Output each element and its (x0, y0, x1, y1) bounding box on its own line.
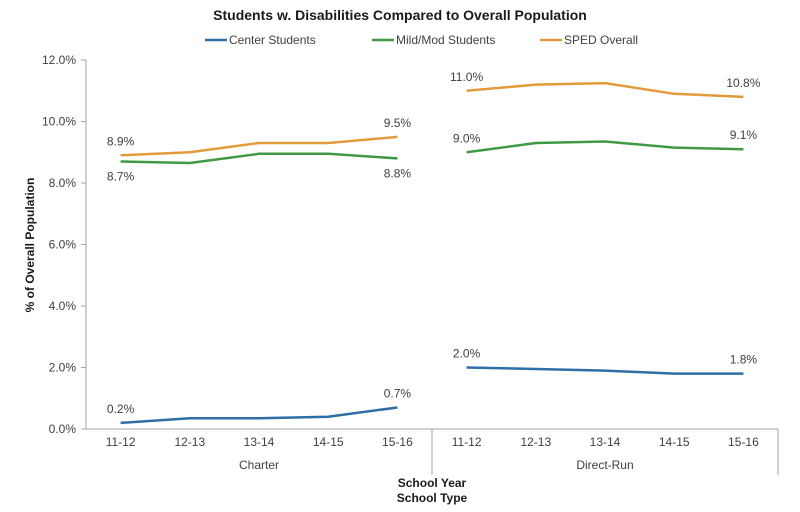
x-tick-label: 12-13 (520, 435, 551, 449)
data-label: 0.7% (384, 386, 412, 400)
legend-label: Center Students (229, 33, 316, 47)
data-label: 8.7% (107, 169, 135, 183)
data-label: 8.8% (384, 166, 412, 180)
x-tick-label: 13-14 (590, 435, 621, 449)
data-label: 8.9% (107, 134, 135, 148)
x-tick-label: 14-15 (313, 435, 344, 449)
legend-label: Mild/Mod Students (396, 33, 495, 47)
y-tick-label: 0.0% (49, 422, 77, 436)
y-tick-label: 10.0% (42, 115, 76, 129)
x-tick-label: 15-16 (728, 435, 759, 449)
x-axis-title-school-year: School Year (398, 476, 467, 490)
x-tick-label: 11-12 (106, 435, 136, 449)
data-labels: 0.2% 0.7% 8.7% 8.8% 8.9% 9.5% 2.0% 1.8% 9.0% 9.1%… (107, 70, 761, 416)
series-line-direct-run-mild-mod-students (466, 140, 744, 154)
x-group-label-direct-run: Direct-Run (576, 458, 633, 472)
series-group (120, 81, 744, 425)
chart-title: Students w. Disabilities Compared to Ove… (213, 7, 587, 23)
y-tick-label: 2.0% (49, 361, 77, 375)
data-label: 11.0% (450, 70, 483, 84)
x-tick-label: 13-14 (244, 435, 275, 449)
data-label: 1.8% (730, 353, 758, 367)
x-tick-label: 15-16 (382, 435, 413, 449)
x-axis-title-school-type: School Type (397, 491, 468, 505)
legend: Center Students Mild/Mod Students SPED Ove… (205, 33, 638, 47)
series-line-charter-mild-mod-students (120, 152, 398, 165)
y-tick-label: 6.0% (49, 238, 77, 252)
data-label: 9.1% (730, 128, 758, 142)
data-label: 10.8% (726, 76, 760, 90)
data-label: 0.2% (107, 402, 135, 416)
series-line-charter-center-students (120, 406, 398, 425)
data-label: 2.0% (453, 347, 481, 361)
y-tick-label: 12.0% (42, 53, 76, 67)
x-tick-label: 11-12 (452, 435, 482, 449)
series-line-direct-run-sped-overall (466, 81, 744, 99)
x-group-label-charter: Charter (239, 458, 279, 472)
data-label: 9.5% (384, 116, 412, 130)
y-axis: 0.0% 2.0% 4.0% 6.0% 8.0% 10.0% 12.0% (42, 53, 87, 436)
y-axis-title: % of Overall Population (23, 178, 37, 313)
x-axis: 11-12 12-13 13-14 14-15 15-16 Charter 11-12 12-… (81, 428, 779, 475)
x-tick-label: 14-15 (659, 435, 690, 449)
legend-label: SPED Overall (564, 33, 638, 47)
data-label: 9.0% (453, 131, 481, 145)
series-line-charter-sped-overall (120, 135, 398, 157)
y-tick-label: 4.0% (49, 299, 77, 313)
y-tick-label: 8.0% (49, 176, 77, 190)
x-tick-label: 12-13 (174, 435, 205, 449)
